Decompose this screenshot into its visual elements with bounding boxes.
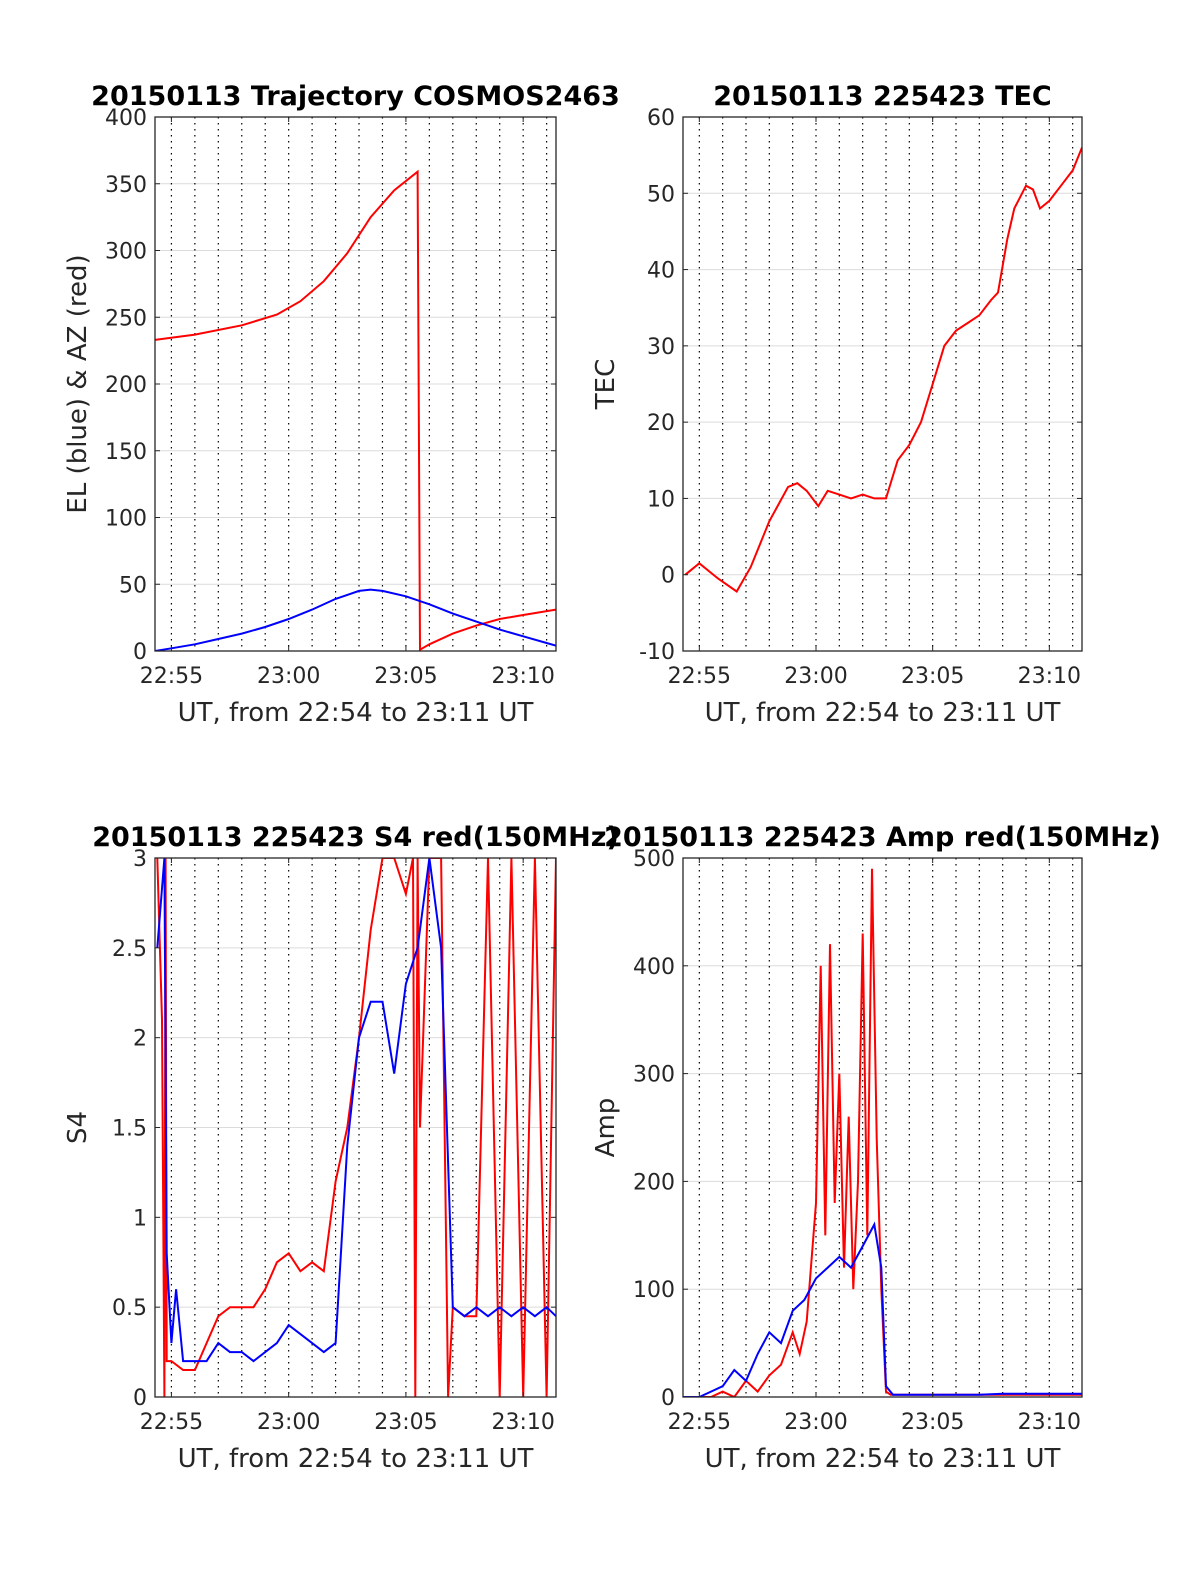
series-line-1 [684,147,1082,593]
series-line-2 [683,1221,1082,1397]
y-tick-label: 20 [647,411,675,436]
x-tick-label: 22:55 [668,1410,731,1435]
x-axis-label: UT, from 22:54 to 23:11 UT [178,698,534,728]
series-line-2 [155,588,556,651]
y-tick-label: 0 [661,1386,675,1411]
plot-area [683,117,1082,651]
chart-title: 20150113 225423 TEC [713,81,1052,112]
y-tick-label: 2 [133,1027,147,1052]
y-tick-label: 2.5 [112,937,147,962]
y-axis-label: EL (blue) & AZ (red) [63,254,93,513]
chart-panel-1: 22:55 23:00 23:05 23:10 0 50 100 150 200 250 300 35… [63,81,620,728]
x-tick-label: 23:10 [491,664,554,689]
y-axis-label: S4 [63,1111,93,1144]
x-tick-label: 23:05 [374,1410,437,1435]
x-tick-label: 22:55 [140,664,203,689]
y-tick-label: 60 [647,106,675,131]
y-tick-label: 0 [133,640,147,665]
y-tick-label: 200 [105,373,147,398]
y-axis-label: Amp [591,1098,621,1158]
y-tick-label: 1.5 [112,1117,147,1142]
x-tick-label: 23:10 [1018,1410,1081,1435]
x-tick-label: 22:55 [140,1410,203,1435]
y-tick-label: 0 [133,1386,147,1411]
series-line-1 [155,169,556,651]
y-tick-label: 50 [119,573,147,598]
y-tick-label: -10 [639,640,675,665]
x-axis-label: UT, from 22:54 to 23:11 UT [705,698,1061,728]
axes-frame [682,116,1083,652]
x-tick-label: 23:00 [257,664,320,689]
chart-panel-3: 22:55 23:00 23:05 23:10 0 0.5 1 1.5 2 2.5 32015011… [63,822,619,1474]
y-tick-label: 300 [105,240,147,265]
y-tick-label: 50 [647,182,675,207]
y-tick-label: 10 [647,487,675,512]
x-axis-label: UT, from 22:54 to 23:11 UT [178,1444,534,1474]
y-tick-label: 150 [105,440,147,465]
chart-title: 20150113 225423 S4 red(150MHz) [92,822,619,853]
y-tick-label: 400 [105,106,147,131]
y-tick-label: 100 [105,507,147,532]
x-tick-label: 23:05 [901,1410,964,1435]
chart-title: 20150113 225423 Amp red(150MHz) [604,822,1161,853]
y-tick-label: 1 [133,1206,147,1231]
x-tick-label: 23:00 [784,1410,847,1435]
y-tick-label: 40 [647,259,675,284]
y-tick-label: 300 [633,1063,675,1088]
x-tick-label: 23:10 [1018,664,1081,689]
chart-panel-4: 22:55 23:00 23:05 23:10 0 100 200 300 400 5002015… [591,822,1161,1474]
y-tick-label: 0 [661,564,675,589]
y-tick-label: 3 [133,847,147,872]
axes-frame [682,857,1083,1398]
series-line-2 [156,858,556,1363]
x-tick-label: 23:00 [257,1410,320,1435]
y-tick-label: 250 [105,306,147,331]
x-tick-label: 23:05 [901,664,964,689]
x-tick-label: 23:05 [374,664,437,689]
y-tick-label: 30 [647,335,675,360]
chart-panel-2: 22:55 23:00 23:05 23:10 -10 0 10 20 30 40 50 60 2015… [591,81,1083,728]
chart-title: 20150113 Trajectory COSMOS2463 [91,81,620,112]
y-axis-label: TEC [591,359,621,410]
x-tick-label: 22:55 [668,664,731,689]
y-tick-label: 200 [633,1170,675,1195]
y-tick-label: 350 [105,173,147,198]
y-tick-label: 100 [633,1278,675,1303]
x-axis-label: UT, from 22:54 to 23:11 UT [705,1444,1061,1474]
y-tick-label: 400 [633,955,675,980]
x-tick-label: 23:00 [784,664,847,689]
x-tick-label: 23:10 [491,1410,554,1435]
y-tick-label: 0.5 [112,1296,147,1321]
y-tick-label: 500 [633,847,675,872]
